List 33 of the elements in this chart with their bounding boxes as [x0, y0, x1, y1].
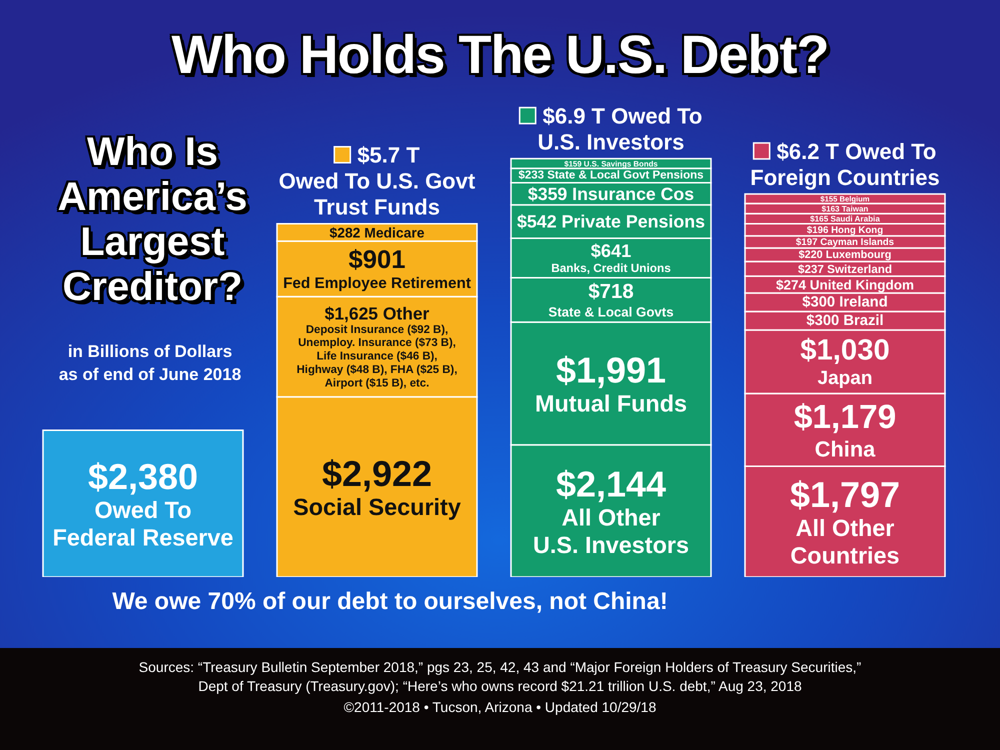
- data-label: $2,380 Owed To Federal Reserve: [52, 456, 234, 551]
- data-label: $901 Fed Employee Retirement: [283, 246, 471, 292]
- text: Who Is America’s Largest Creditor?: [56, 130, 248, 310]
- data-label: $1,030 Japan: [800, 334, 890, 389]
- text: We owe 70% of our debt to ourselves, not China!: [111, 588, 669, 616]
- data-label: $165 Saudi Arabia: [810, 214, 880, 224]
- data-label: $1,179 China: [794, 398, 896, 462]
- data-label: $1,625 Other Deposit Insurance ($92 B), Unemploy. Insurance ($73 B), Life Insurance ($46 B), Highway ($48 B), FHA ($25 B), Airport ($15 B), etc.: [296, 303, 458, 390]
- data-label: $274 United Kingdom: [776, 277, 914, 292]
- data-label: $641 Banks, Credit Unions: [551, 241, 672, 276]
- x-tick-label: $6.9 T Owed To U.S. Investors: [538, 104, 702, 155]
- data-label: $196 Hong Kong: [806, 224, 884, 236]
- annotation: in Billions of Dollars as of end of June 2018: [58, 341, 242, 386]
- x-tick-label: $6.2 T Owed To Foreign Countries: [750, 138, 940, 190]
- data-label: $718 State & Local Govts: [548, 281, 674, 319]
- data-label: $300 Brazil: [806, 312, 884, 329]
- data-label: $220 Luxembourg: [798, 248, 892, 261]
- data-label: $1,991 Mutual Funds: [534, 349, 688, 417]
- data-label: $359 Insurance Cos: [528, 184, 694, 204]
- source-note: Sources: “Treasury Bulletin September 2018,” pgs 23, 25, 42, 43 and “Major Foreign Holders of Treasury Securities,” Dept of Treasury (Treasury.gov); “Here’s who owns record $21.21 trillion U.S. debt,” Aug 23, 2018: [138, 658, 862, 696]
- data-label: $2,922 Social Security: [293, 452, 461, 520]
- footer-panel: Sources: “Treasury Bulletin September 2018,” pgs 23, 25, 42, 43 and “Major Foreign Holders of Treasury Securities,” Dept of Treasury (Treasury.gov); “Here’s who owns record $21.21 trillion U.S. debt,” Aug 23, 2018 ©2011-2018 • Tucson, Arizona • Updated 10/29/18: [0, 648, 1000, 750]
- data-label: $542 Private Pensions: [517, 212, 706, 232]
- data-label: $233 State & Local Govt Pensions: [518, 170, 704, 182]
- data-label: $2,144 All Other U.S. Investors: [533, 462, 689, 558]
- data-label: $282 Medicare: [330, 224, 425, 240]
- chart-title: Who Holds The U.S. Debt?: [170, 24, 830, 86]
- data-label: $163 Taiwan: [822, 204, 868, 214]
- data-label: $237 Switzerland: [798, 262, 892, 276]
- data-label: $1,797 All Other Countries: [790, 473, 900, 569]
- x-tick-label: $5.7 T Owed To U.S. Govt Trust Funds: [278, 142, 476, 220]
- data-label: $300 Ireland: [802, 294, 888, 310]
- data-label: $197 Cayman Islands: [796, 236, 894, 248]
